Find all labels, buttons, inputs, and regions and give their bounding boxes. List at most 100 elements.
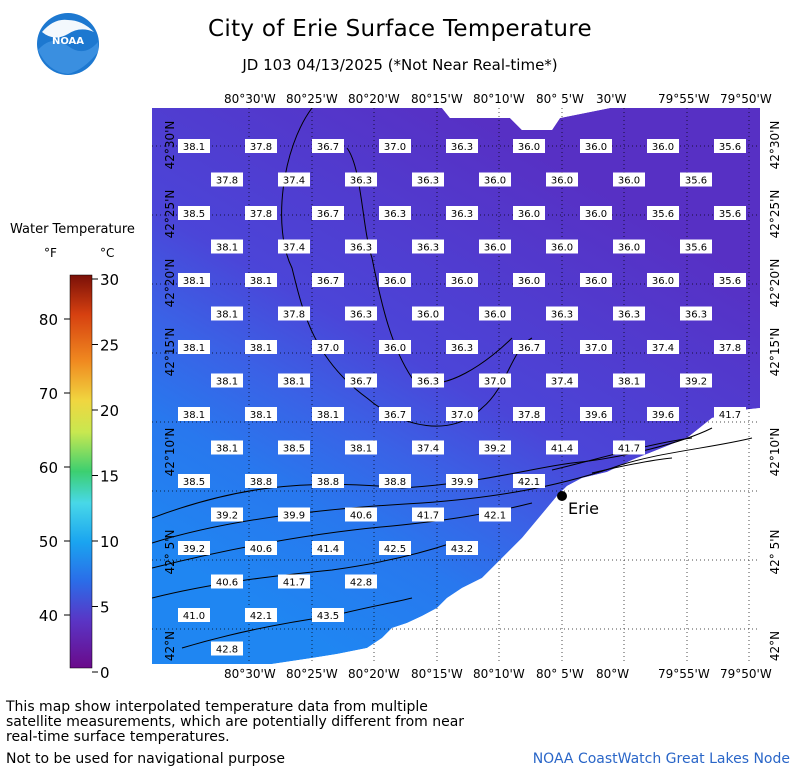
temperature-value-label: 41.4	[312, 541, 344, 555]
temperature-value-label: 38.1	[312, 407, 344, 421]
temperature-value-label: 39.2	[680, 373, 712, 388]
latitude-label: 42°30'N	[163, 120, 177, 170]
svg-text:36.3: 36.3	[685, 310, 707, 321]
temperature-value-label: 36.0	[546, 239, 578, 254]
svg-text:36.3: 36.3	[417, 243, 439, 254]
svg-text:36.7: 36.7	[384, 410, 406, 421]
temperature-value-label: 36.3	[412, 172, 444, 187]
scale-tick-f: 60	[39, 459, 58, 477]
longitude-label: 80°15'W	[411, 92, 463, 106]
latitude-label: 42°15'N	[163, 327, 177, 377]
svg-text:38.1: 38.1	[283, 377, 305, 388]
svg-text:38.5: 38.5	[283, 444, 305, 455]
svg-text:38.1: 38.1	[250, 276, 272, 287]
svg-text:37.4: 37.4	[551, 377, 573, 388]
svg-text:42.8: 42.8	[216, 645, 238, 656]
temperature-value-label: 37.0	[446, 407, 478, 421]
temperature-value-label: 42.8	[211, 641, 243, 656]
temperature-value-label: 38.1	[211, 306, 243, 321]
temperature-value-label: 35.6	[680, 172, 712, 187]
temperature-value-label: 38.8	[379, 474, 411, 488]
svg-text:36.3: 36.3	[417, 176, 439, 187]
svg-text:35.6: 35.6	[719, 209, 741, 220]
temperature-value-label: 42.8	[345, 574, 377, 589]
temperature-value-label: 40.6	[211, 574, 243, 589]
temperature-value-label: 36.7	[312, 273, 344, 287]
latitude-label: 42° 5'N	[163, 529, 177, 575]
temperature-value-label: 41.7	[278, 574, 310, 589]
temperature-value-label: 38.1	[211, 239, 243, 254]
svg-text:36.0: 36.0	[551, 176, 573, 187]
svg-text:37.4: 37.4	[417, 444, 439, 455]
svg-text:35.6: 35.6	[652, 209, 674, 220]
svg-text:35.6: 35.6	[719, 142, 741, 153]
temperature-value-label: 38.1	[278, 373, 310, 388]
svg-text:36.3: 36.3	[551, 310, 573, 321]
svg-text:38.1: 38.1	[216, 243, 238, 254]
svg-text:38.1: 38.1	[183, 142, 205, 153]
scale-tick-f: 70	[39, 385, 58, 403]
scale-tick-c: 10	[100, 533, 119, 551]
scale-tick-c: 15	[100, 468, 119, 486]
footer-credit: NOAA CoastWatch Great Lakes Node	[532, 751, 790, 767]
svg-text:35.6: 35.6	[685, 176, 707, 187]
svg-text:41.0: 41.0	[183, 611, 205, 622]
longitude-label: 80°30'W	[224, 667, 276, 681]
svg-text:38.8: 38.8	[250, 477, 272, 488]
temperature-value-label: 36.3	[446, 206, 478, 220]
temperature-map: Erie 38.1 37.8 36.7 37.0 36.3 36.0 36.0 36.0 35.…	[152, 108, 760, 664]
svg-text:42.1: 42.1	[484, 511, 506, 522]
svg-text:36.0: 36.0	[484, 310, 506, 321]
erie-city-marker	[557, 491, 567, 501]
svg-text:36.0: 36.0	[451, 276, 473, 287]
svg-text:36.3: 36.3	[451, 343, 473, 354]
temperature-value-label: 36.0	[446, 273, 478, 287]
temperature-value-label: 36.3	[613, 306, 645, 321]
temperature-value-label: 38.1	[178, 407, 210, 421]
latitude-label: 42°15'N	[768, 327, 782, 377]
longitude-label: 79°55'W	[658, 92, 710, 106]
svg-text:36.0: 36.0	[518, 142, 540, 153]
svg-text:39.2: 39.2	[216, 511, 238, 522]
temperature-value-label: 36.0	[580, 139, 612, 153]
svg-text:39.2: 39.2	[183, 544, 205, 555]
temperature-value-label: 37.8	[211, 172, 243, 187]
svg-text:37.0: 37.0	[484, 377, 506, 388]
temperature-value-label: 39.2	[479, 440, 511, 455]
map-subtitle: JD 103 04/13/2025 (*Not Near Real-time*)	[242, 56, 558, 74]
svg-text:37.0: 37.0	[317, 343, 339, 354]
scale-tick-f: 80	[39, 311, 58, 329]
latitude-label: 42°30'N	[768, 120, 782, 170]
temperature-value-label: 42.1	[245, 608, 277, 622]
svg-text:38.1: 38.1	[216, 310, 238, 321]
logo-text: NOAA	[52, 36, 84, 47]
svg-text:43.5: 43.5	[317, 611, 339, 622]
temperature-value-label: 39.6	[647, 407, 679, 421]
svg-text:40.6: 40.6	[216, 578, 238, 589]
temperature-value-label: 41.7	[714, 407, 746, 421]
temperature-value-label: 36.7	[312, 206, 344, 220]
longitude-label: 80°W	[596, 667, 630, 681]
latitude-label: 42°20'N	[163, 258, 177, 308]
temperature-value-label: 40.6	[245, 541, 277, 555]
temperature-value-label: 36.3	[446, 340, 478, 354]
longitude-label: 80°20'W	[348, 667, 400, 681]
temperature-value-label: 38.8	[245, 474, 277, 488]
svg-text:36.7: 36.7	[350, 377, 372, 388]
longitude-label: 80°20'W	[348, 92, 400, 106]
svg-text:42.1: 42.1	[518, 477, 540, 488]
temperature-value-label: 36.0	[412, 306, 444, 321]
svg-text:36.0: 36.0	[618, 243, 640, 254]
scale-tick-c: 0	[100, 664, 110, 682]
svg-text:36.3: 36.3	[451, 142, 473, 153]
svg-text:38.5: 38.5	[183, 477, 205, 488]
temperature-value-label: 36.3	[345, 172, 377, 187]
svg-text:36.0: 36.0	[585, 276, 607, 287]
temperature-value-label: 36.0	[613, 172, 645, 187]
temperature-value-label: 36.0	[513, 273, 545, 287]
svg-text:39.2: 39.2	[484, 444, 506, 455]
scale-bar	[69, 274, 93, 669]
temperature-value-label: 37.4	[278, 239, 310, 254]
temperature-value-label: 38.1	[245, 407, 277, 421]
